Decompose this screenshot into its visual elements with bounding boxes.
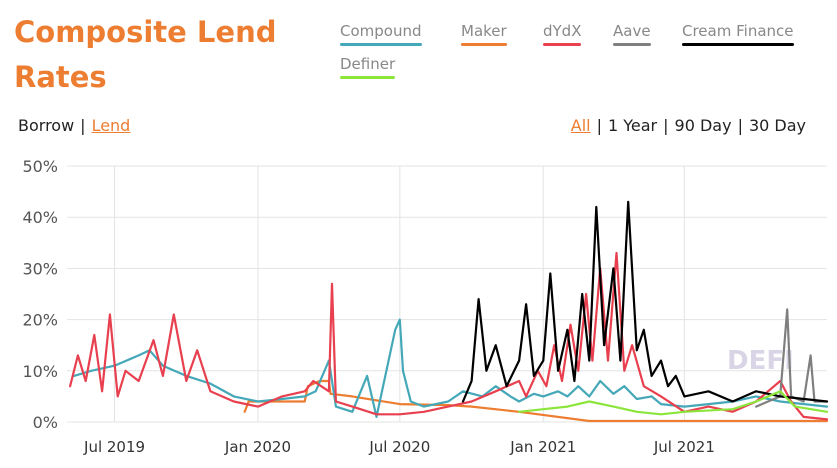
y-tick-label: 50%: [22, 157, 58, 176]
lend-toggle[interactable]: Lend: [91, 116, 131, 135]
y-axis: 0% 10% 20% 30% 40% 50%: [22, 157, 58, 432]
legend-swatch-definer: [340, 76, 396, 79]
mode-toggle: Borrow | Lend: [18, 116, 130, 135]
legend-item-definer[interactable]: Definer: [340, 55, 396, 79]
y-tick-label: 10%: [22, 362, 58, 381]
range-all-button[interactable]: All: [570, 116, 591, 135]
range-separator: |: [663, 116, 669, 135]
legend-swatch-dydx: [543, 43, 582, 46]
legend-label-dydx: dYdX: [543, 22, 582, 40]
legend-swatch-aave: [613, 43, 651, 46]
series-line-definer: [518, 390, 829, 416]
series-line-cream-finance: [461, 200, 829, 403]
range-toggle: All | 1 Year | 90 Day | 30 Day: [571, 116, 806, 135]
range-90-day-button[interactable]: 90 Day: [674, 116, 732, 135]
chart-grid: [67, 165, 827, 423]
legend-label-compound: Compound: [340, 22, 422, 40]
series-line-maker: [243, 379, 829, 423]
legend-item-cream-finance[interactable]: Cream Finance: [682, 22, 794, 46]
legend-swatch-compound: [340, 43, 422, 46]
legend-label-definer: Definer: [340, 55, 396, 73]
legend-swatch-maker: [461, 43, 507, 46]
range-separator: |: [596, 116, 602, 135]
legend-swatch-cream-finance: [682, 43, 794, 46]
range-30-day-button[interactable]: 30 Day: [748, 116, 806, 135]
series-line-dydx: [69, 251, 829, 421]
range-separator: |: [737, 116, 743, 135]
x-tick-label: Jul 2019: [83, 438, 145, 456]
range-1-year-button[interactable]: 1 Year: [607, 116, 658, 135]
y-tick-label: 40%: [22, 208, 58, 227]
legend-item-compound[interactable]: Compound: [340, 22, 422, 46]
legend-item-aave[interactable]: Aave: [613, 22, 651, 46]
x-axis: Jul 2019 Jan 2020 Jul 2020 Jan 2021 Jul 2021: [83, 438, 715, 456]
y-tick-label: 0%: [33, 413, 58, 432]
series-line-compound: [72, 318, 829, 418]
mode-separator: |: [80, 116, 86, 135]
chart-series: [69, 200, 829, 423]
x-tick-label: Jul 2020: [368, 438, 430, 456]
legend-label-cream-finance: Cream Finance: [682, 22, 794, 40]
y-tick-label: 20%: [22, 311, 58, 330]
line-chart: DEFI 0%10%20%30%40%50% Jul 2019 Jan 2020 J…: [22, 157, 829, 456]
x-tick-label: Jan 2021: [509, 438, 576, 456]
legend-label-maker: Maker: [461, 22, 507, 40]
borrow-toggle[interactable]: Borrow: [18, 116, 75, 135]
chart-title: Composite Lend Rates: [14, 15, 277, 94]
legend-label-aave: Aave: [613, 22, 651, 40]
legend-item-maker[interactable]: Maker: [461, 22, 507, 46]
y-tick-label: 30%: [22, 259, 58, 278]
legend-item-dydx[interactable]: dYdX: [543, 22, 582, 46]
x-tick-label: Jul 2021: [653, 438, 715, 456]
x-tick-label: Jan 2020: [224, 438, 291, 456]
